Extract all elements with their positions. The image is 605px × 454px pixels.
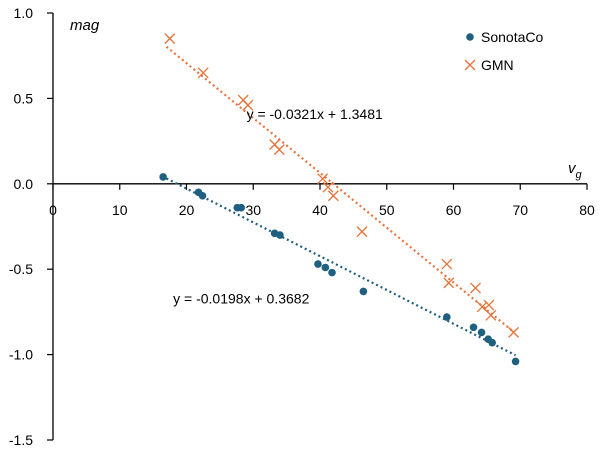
point-sonotaco <box>159 173 167 181</box>
point-gmn <box>476 301 488 313</box>
point-sonotaco <box>198 191 207 200</box>
point-gmn <box>327 190 339 202</box>
x-tick-label: 50 <box>379 202 395 218</box>
trendline-equation-sonotaco: y = -0.0198x + 0.3682 <box>173 290 309 306</box>
y-tick-label: 0.0 <box>14 176 34 192</box>
point-gmn <box>242 99 254 111</box>
x-tick-label: 0 <box>49 202 57 218</box>
trendline-gmn <box>165 45 515 333</box>
trendline-sonotaco <box>165 177 517 357</box>
x-tick-label: 70 <box>512 202 528 218</box>
x-tick-label: 30 <box>245 202 261 218</box>
point-gmn <box>273 144 285 156</box>
point-gmn <box>443 277 455 289</box>
x-tick-label: 60 <box>446 202 462 218</box>
point-gmn <box>356 226 368 238</box>
point-sonotaco <box>443 313 451 321</box>
legend-marker-sonotaco <box>466 33 474 41</box>
x-tick-label: 20 <box>179 202 195 218</box>
point-sonotaco <box>469 323 478 332</box>
point-gmn <box>485 309 497 321</box>
x-tick-label: 80 <box>579 202 595 218</box>
y-tick-label: -0.5 <box>9 261 33 277</box>
y-axis-title: mag <box>70 17 100 34</box>
legend-label-sonotaco: SonotaCo <box>481 29 543 45</box>
y-tick-label: 1.0 <box>14 5 34 21</box>
point-gmn <box>197 67 209 79</box>
point-gmn <box>164 33 176 45</box>
point-sonotaco <box>359 287 368 296</box>
x-tick-label: 10 <box>112 202 128 218</box>
data-points <box>159 33 520 366</box>
y-tick-label: -1.5 <box>9 432 33 448</box>
x-tick-label: 40 <box>312 202 328 218</box>
axes: 1.0 0.5 0.0 -0.5 -1.0 -1.5 0 10 20 30 40 50 60 70 80 <box>9 5 595 448</box>
chart-labels: mag vg y = -0.0198x + 0.3682 y = -0.0321x +… <box>70 17 583 306</box>
trendline-equation-gmn: y = -0.0321x + 1.3481 <box>247 106 383 122</box>
y-tick-label: 0.5 <box>14 90 34 106</box>
point-gmn <box>470 282 481 294</box>
point-sonotaco <box>314 260 322 268</box>
point-sonotaco <box>477 328 486 337</box>
point-gmn <box>441 258 453 270</box>
trendlines <box>165 45 517 357</box>
legend-marker-gmn <box>464 59 476 71</box>
point-sonotaco <box>511 357 520 366</box>
point-gmn <box>483 299 495 311</box>
point-sonotaco <box>321 263 330 272</box>
point-sonotaco <box>328 268 336 277</box>
legend: SonotaCo GMN <box>464 29 543 73</box>
point-gmn <box>322 181 334 193</box>
x-axis-title: vg <box>568 160 583 181</box>
point-sonotaco <box>276 231 284 239</box>
point-gmn <box>508 326 520 338</box>
point-sonotaco <box>488 338 497 347</box>
point-sonotaco <box>237 203 246 212</box>
y-tick-label: -1.0 <box>9 347 33 363</box>
legend-label-gmn: GMN <box>481 57 514 73</box>
point-gmn <box>317 173 329 185</box>
